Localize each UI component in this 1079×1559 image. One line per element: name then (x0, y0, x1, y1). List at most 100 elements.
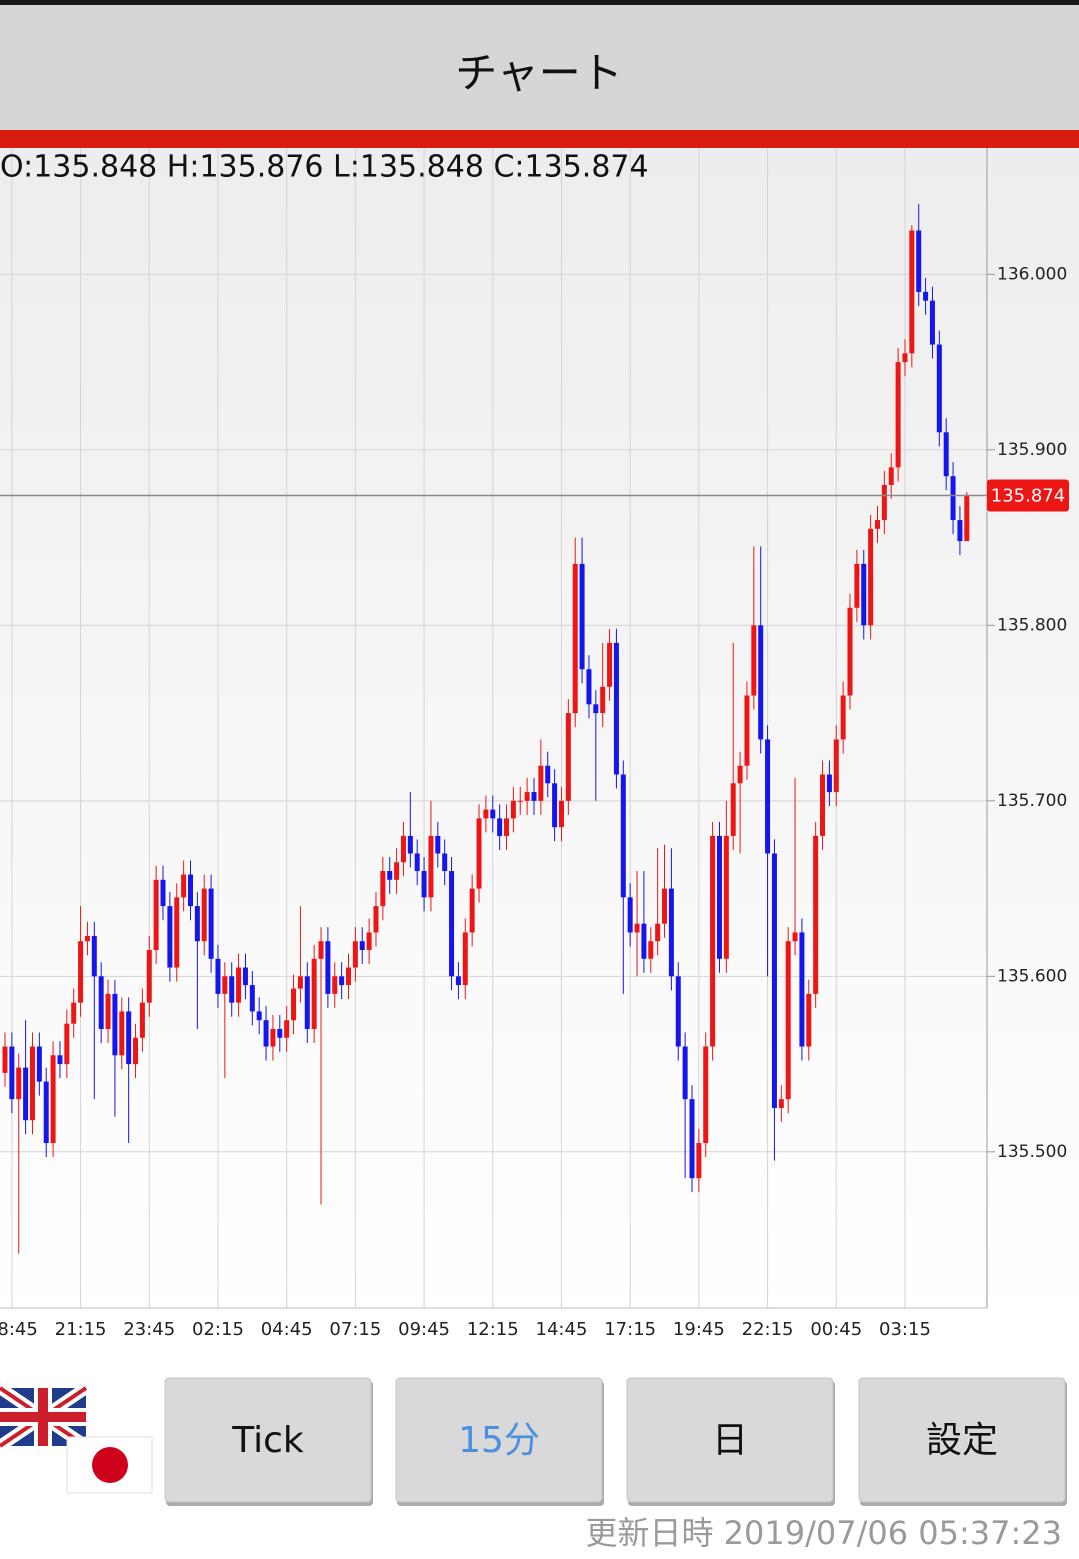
candle-body (497, 818, 503, 836)
candle-body (538, 765, 544, 801)
candle-body (43, 1081, 49, 1144)
candle-body (36, 1046, 42, 1082)
candle-body (352, 941, 358, 968)
candle-body (297, 976, 303, 989)
candle-body (366, 932, 372, 950)
update-time: 更新日時 2019/07/06 05:37:23 (585, 1514, 1062, 1552)
x-tick-label: 12:15 (467, 1319, 519, 1340)
candle-body (737, 765, 743, 784)
x-tick-label: 14:45 (536, 1319, 588, 1340)
x-tick-label: 09:45 (398, 1319, 450, 1340)
candle-body (593, 704, 599, 714)
button-label[interactable]: Tick (231, 1420, 304, 1461)
button-label[interactable]: 日 (712, 1420, 748, 1461)
candle-body (785, 941, 791, 1100)
candle-body (455, 976, 461, 986)
candle-body (194, 906, 200, 942)
candle-body (346, 967, 351, 986)
candle-body (868, 528, 874, 626)
candle-body (916, 230, 922, 292)
candle-body (249, 985, 255, 1012)
ohlc-info: O:135.848 H:135.876 L:135.848 C:135.874 (0, 150, 649, 185)
x-tick-label: 17:15 (604, 1319, 656, 1340)
candle-body (565, 713, 571, 801)
chart-background (0, 148, 1079, 1318)
candle-body (833, 739, 839, 793)
candle-body (16, 1067, 22, 1100)
candle-body (524, 792, 530, 801)
candle-body (668, 888, 674, 977)
candle-body (236, 967, 242, 1003)
candle-body (758, 625, 764, 740)
candle-body (339, 976, 345, 986)
button[interactable] (858, 1377, 1066, 1503)
candle-body (771, 853, 777, 1108)
candle-body (126, 1011, 132, 1065)
candle-body (332, 976, 338, 994)
button[interactable] (626, 1377, 834, 1503)
y-tick-label: 135.500 (997, 1142, 1067, 1162)
candle-body (284, 1020, 290, 1038)
header-bar (0, 0, 1079, 130)
candle-body (407, 835, 413, 854)
candle-body (483, 809, 489, 819)
candle-body (387, 871, 393, 880)
candle-body (215, 958, 221, 994)
candle-body (64, 1023, 70, 1065)
candle-body (57, 1055, 63, 1065)
candle-body (139, 1002, 145, 1038)
x-tick-label: 21:15 (55, 1319, 107, 1340)
candle-body (607, 642, 613, 687)
candle-body (847, 607, 853, 696)
candle-body (449, 871, 455, 977)
jp-flag (66, 1436, 153, 1494)
candle-body (957, 520, 963, 542)
candle-body (304, 976, 310, 1029)
button-label[interactable]: 15分 (458, 1420, 540, 1461)
candle-body (270, 1028, 276, 1047)
candle-body (586, 669, 592, 705)
candle-body (490, 809, 496, 819)
candle-body (29, 1046, 35, 1121)
candle-body (751, 625, 757, 696)
x-tick-label: 22:15 (742, 1319, 794, 1340)
candle-body (442, 853, 448, 872)
candle-body (545, 765, 551, 784)
button[interactable] (164, 1377, 372, 1503)
candle-body (861, 563, 867, 626)
last-price-label: 135.874 (991, 485, 1065, 506)
last-price-badge (987, 479, 1069, 512)
candle-body (778, 1099, 784, 1108)
candle-body (242, 967, 248, 986)
candle-body (256, 1011, 262, 1021)
candle-body (462, 932, 468, 986)
candle-body (119, 1011, 125, 1056)
status-edge (0, 0, 1079, 5)
candle-body (167, 906, 173, 968)
candle-body (950, 476, 956, 521)
candle-body (187, 874, 193, 907)
candle-body (820, 774, 826, 836)
candle-body (112, 993, 118, 1056)
x-tick-label: 19:45 (673, 1319, 725, 1340)
candle-body (613, 642, 619, 775)
candle-body (105, 993, 111, 1029)
candle-body (600, 686, 606, 714)
candle-body (476, 818, 482, 889)
candle-body (696, 1143, 702, 1179)
candle-body (806, 993, 812, 1047)
button[interactable] (395, 1377, 603, 1503)
accent-bar (0, 130, 1079, 148)
candle-body (909, 230, 915, 354)
candle-body (923, 291, 929, 301)
candle-body (428, 835, 434, 898)
candle-body (325, 941, 331, 994)
candle-body (78, 941, 84, 1003)
candle-body (826, 774, 832, 793)
button-label[interactable]: 設定 (926, 1420, 998, 1461)
candle-body (730, 783, 736, 836)
candle-body (634, 923, 640, 933)
x-tick-label: 02:15 (192, 1319, 244, 1340)
